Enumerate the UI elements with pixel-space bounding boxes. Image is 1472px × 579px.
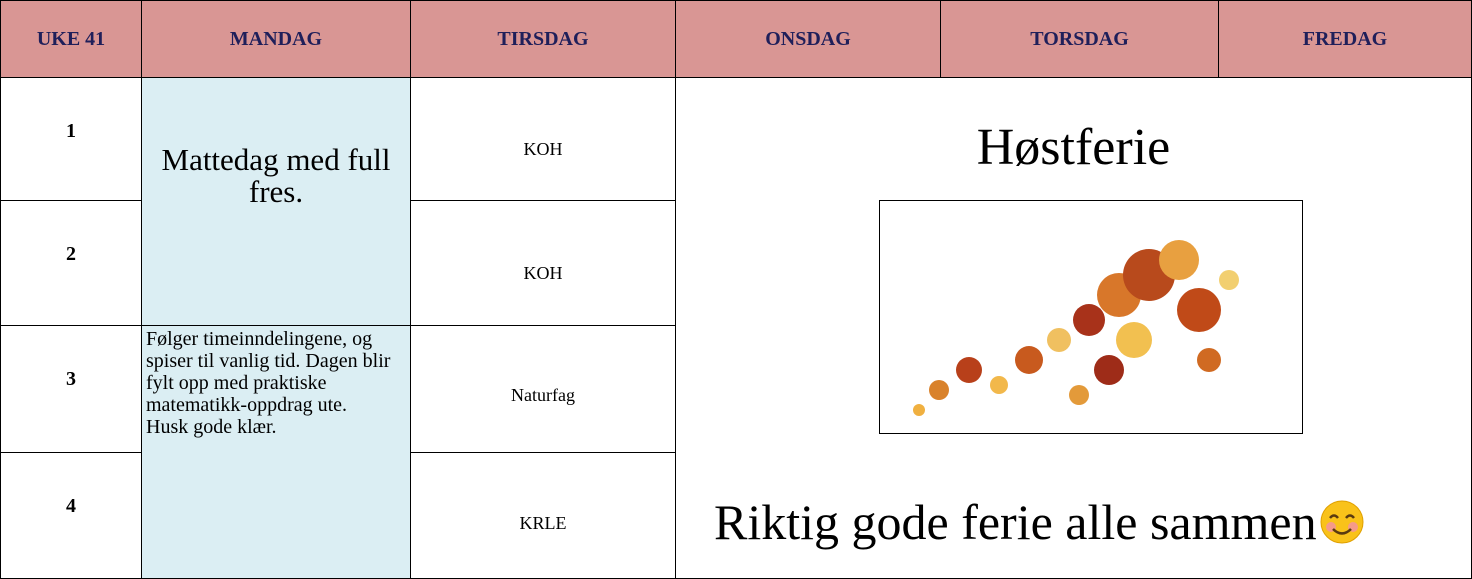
header-cell: TORSDAG [940,0,1219,78]
smiley-icon [1319,499,1365,545]
tuesday-cell: KRLE [410,452,676,579]
period-number: 2 [0,200,142,326]
tuesday-cell: KOH [410,200,676,326]
period-number: 3 [0,325,142,453]
monday-text: Følger timeinndelingene, og spiser til v… [146,328,391,578]
monday-block: Følger timeinndelingene, og spiser til v… [141,325,411,579]
monday-block: Mattedag med full fres. [141,77,411,326]
tuesday-cell: KOH [410,77,676,201]
header-cell: ONSDAG [675,0,941,78]
message-text: Riktig gode ferie alle sammen [714,494,1317,550]
holiday-message: Riktig gode ferie alle sammen [714,493,1365,551]
holiday-cell: Høstferie Riktig gode ferie alle sammen [675,77,1472,579]
period-number: 1 [0,77,142,201]
header-cell: FREDAG [1218,0,1472,78]
period-number: 4 [0,452,142,579]
tuesday-cell: Naturfag [410,325,676,453]
holiday-title: Høstferie [676,118,1471,177]
schedule-page: UKE 41 MANDAG TIRSDAG ONSDAG TORSDAG FRE… [0,0,1472,579]
header-cell: MANDAG [141,0,411,78]
header-cell: UKE 41 [0,0,142,78]
leaves-image [879,200,1303,434]
header-cell: TIRSDAG [410,0,676,78]
monday-text: Mattedag med full fres. [161,144,391,325]
